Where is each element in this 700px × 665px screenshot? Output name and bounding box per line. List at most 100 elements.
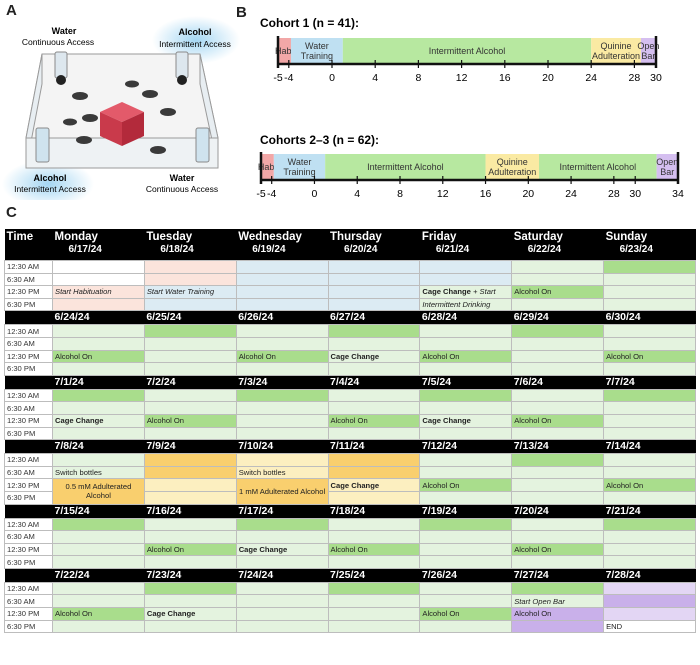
schedule-cell (143, 594, 237, 609)
schedule-cell: Start Habituation (52, 285, 145, 299)
label-bottom-right-sub: Continuous Access (146, 184, 218, 194)
day-header-saturday: 7/13/24 (511, 439, 604, 454)
schedule-cell (52, 594, 145, 609)
schedule-cell (603, 453, 696, 467)
schedule-cell (511, 388, 605, 403)
schedule-cell (327, 453, 421, 467)
time-header (4, 439, 53, 454)
cohort1-phase-label: Quinine (601, 41, 632, 51)
time-cell: 6:30 PM (4, 619, 53, 634)
schedule-cell (327, 530, 421, 544)
schedule-cell (419, 594, 513, 609)
cohort23-phase-bar (539, 154, 657, 180)
day-name: Wednesday (238, 231, 302, 243)
cohort23-phase-bar (261, 154, 274, 180)
event-label: Start Habituation (55, 287, 112, 297)
event-label: Cage Change (238, 544, 288, 554)
event-label: Alcohol On (422, 609, 460, 619)
cohort23-phase-label: Open (656, 157, 678, 167)
cohort23-tick-label: -4 (267, 188, 276, 200)
schedule-cell (419, 619, 513, 634)
day-header-friday: Friday 6/21/24 (419, 229, 512, 261)
schedule-cell (235, 607, 329, 621)
schedule-cell (603, 517, 696, 532)
cohort23-phase-label: Bar (660, 167, 674, 177)
time-row: 12:30 PM Alcohol On Cage Change Alcohol On A… (4, 607, 696, 621)
day-header-wednesday: 7/17/24 (236, 504, 329, 518)
day-header-sunday: 7/14/24 (603, 439, 696, 454)
schedule-cell (511, 517, 605, 532)
schedule-cell (511, 619, 605, 634)
day-header-thursday: 7/18/24 (328, 504, 420, 518)
event-label: Alcohol On (514, 287, 552, 297)
day-date: 7/7/24 (605, 375, 635, 388)
schedule-cell: Alcohol On (419, 607, 513, 621)
time-cell: 12:30 PM (4, 413, 53, 428)
day-header-thursday: 7/25/24 (328, 568, 420, 583)
event-label: Alcohol On (146, 416, 184, 426)
bottle-top-left (54, 51, 68, 79)
day-date: 6/17/24 (68, 244, 102, 255)
time-row: 6:30 PM (4, 426, 696, 441)
schedule-cell: Alcohol On (511, 542, 605, 557)
schedule-cell (511, 453, 605, 467)
schedule-cell: Alcohol On (327, 542, 421, 557)
time-header (4, 310, 53, 325)
day-header-wednesday: 7/24/24 (236, 568, 329, 583)
schedule-cell (143, 517, 237, 532)
schedule-cell: Alcohol On (143, 413, 237, 428)
schedule-cell: Alcohol On (511, 413, 605, 428)
schedule-cell (52, 297, 145, 312)
schedule-cell: Switch bottles (52, 465, 145, 480)
day-date: 7/2/24 (146, 375, 176, 388)
schedule-cell (143, 619, 237, 634)
cohort1-phase-bar (290, 38, 343, 64)
day-header-sunday: Sunday 6/23/24 (603, 229, 696, 261)
schedule-cell (327, 426, 421, 441)
schedule-cell (419, 272, 513, 287)
cohort23-tick-label: 0 (312, 188, 318, 200)
time-cell: 6:30 AM (4, 401, 53, 415)
schedule-cell (511, 362, 605, 376)
schedule-cell: Alcohol On (327, 413, 421, 428)
week-header-row: 7/1/24 7/2/24 7/3/24 7/4/24 7/5/24 7/6/24 7/7/… (4, 375, 696, 390)
day-date: 6/21/24 (435, 244, 470, 255)
day-header-friday: 7/19/24 (419, 504, 512, 518)
event-label: Alcohol On (606, 480, 644, 490)
time-row: 12:30 AM (4, 453, 696, 467)
event-label: END (606, 621, 623, 631)
schedule-cell (603, 581, 696, 596)
glow-top-right (152, 16, 240, 64)
time-cell: 6:30 AM (4, 594, 53, 609)
day-name: Tuesday (146, 231, 193, 243)
schedule-cell (235, 555, 329, 569)
label-bottom-left-title: Alcohol (34, 173, 67, 183)
schedule-cell (419, 362, 513, 376)
day-date: 7/18/24 (330, 504, 366, 517)
day-date: 7/22/24 (54, 568, 90, 581)
event-label: Alcohol On (238, 351, 276, 361)
schedule-cell: Cage Change (419, 413, 513, 428)
time-cell: 12:30 PM (4, 607, 53, 621)
schedule-cell (235, 336, 329, 351)
event-label: Intermittent Drinking (422, 300, 491, 310)
schedule-cell (327, 260, 421, 274)
week-header-row: Time Monday 6/17/24 Tuesday 6/18/24 Wednesday… (4, 229, 696, 261)
schedule-cell (143, 478, 237, 492)
schedule-cell (419, 581, 513, 596)
schedule-cell (235, 619, 329, 634)
event-label: Alcohol On (514, 416, 552, 426)
schedule-cell (327, 581, 421, 596)
cohort23-phase-label: Training (283, 167, 315, 177)
schedule-cell: Start Open Bar (511, 594, 605, 609)
day-header-sunday: 7/21/24 (603, 504, 696, 518)
cohort1-tick-label: 4 (372, 72, 378, 84)
shelter-left (100, 112, 122, 146)
day-header-wednesday: 7/10/24 (236, 439, 329, 454)
cohort23-tick-label: 8 (397, 188, 403, 200)
schedule-cell (327, 607, 421, 621)
cohort1-phase-label: Adulteration (592, 51, 640, 61)
schedule-cell (52, 581, 145, 596)
event-label: Alcohol On (330, 544, 368, 554)
